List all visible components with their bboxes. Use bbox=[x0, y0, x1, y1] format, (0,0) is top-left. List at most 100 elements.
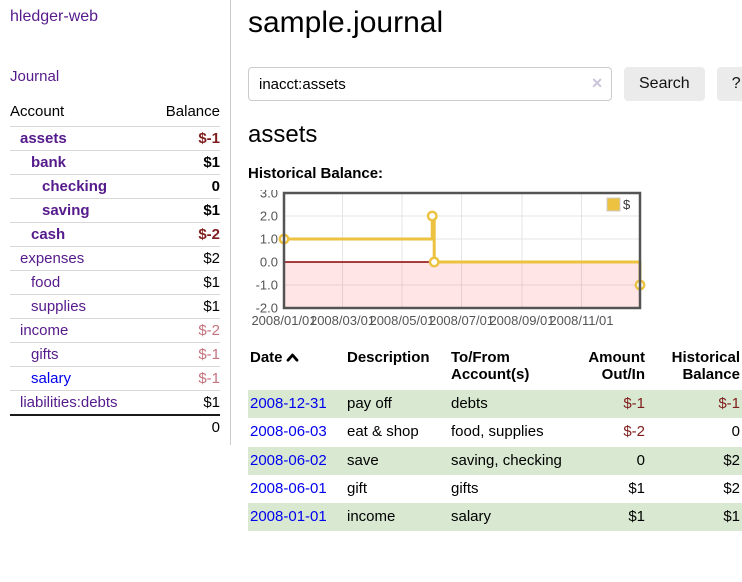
account-row: salary $-1 bbox=[10, 366, 220, 391]
transaction-date-link[interactable]: 2008-06-03 bbox=[250, 423, 327, 441]
chart-title: Historical Balance: bbox=[248, 165, 384, 182]
account-row: food $1 bbox=[10, 270, 220, 295]
account-balance: $1 bbox=[149, 390, 220, 415]
sidebar-account-link[interactable]: supplies bbox=[31, 298, 87, 315]
account-row: assets $-1 bbox=[10, 126, 220, 151]
page-title: sample.journal bbox=[248, 6, 444, 39]
chart-point-marker bbox=[426, 210, 438, 222]
transaction-description: gift bbox=[347, 479, 368, 497]
account-balance: $-1 bbox=[149, 126, 220, 151]
chart-point-marker bbox=[428, 256, 440, 268]
transaction-amount: $1 bbox=[628, 508, 645, 525]
sidebar-account-link[interactable]: saving bbox=[42, 202, 90, 219]
account-row: saving $1 bbox=[10, 198, 220, 223]
account-row: liabilities:debts $1 bbox=[10, 390, 220, 415]
historical-balance-chart: 3.0 2.0 1.0 0.0 -1.0 -2.02008/01/012008/03/01… bbox=[251, 186, 646, 328]
transaction-accounts: salary bbox=[451, 508, 492, 525]
transaction-balance: $-1 bbox=[718, 395, 740, 412]
account-balance: $-2 bbox=[149, 318, 220, 343]
transaction-balance: 0 bbox=[731, 423, 740, 441]
register-row: 2008-06-03 eat & shop food, supplies $-2 0 bbox=[248, 418, 742, 446]
transaction-balance: $2 bbox=[723, 479, 740, 497]
register-table-body: 2008-12-31 pay off debts $-1 $-1 2008-06-03 ea… bbox=[248, 390, 742, 532]
transaction-accounts: gifts bbox=[451, 479, 479, 497]
transaction-description: income bbox=[347, 508, 396, 525]
chart-x-tick-label: 2008/05/01 bbox=[369, 313, 434, 328]
chart-y-tick-label: -1.0 bbox=[256, 278, 278, 293]
chart-y-tick-label: 2.0 bbox=[260, 209, 278, 224]
chart-y-tick-label: 1.0 bbox=[260, 232, 278, 247]
account-balance: $1 bbox=[149, 270, 220, 295]
sidebar-account-link[interactable]: expenses bbox=[20, 250, 85, 267]
account-balance: $-2 bbox=[149, 222, 220, 247]
account-balance: $2 bbox=[149, 246, 220, 271]
transaction-amount: 0 bbox=[636, 451, 645, 469]
sidebar: hledger-web Journal Account Balance asse… bbox=[0, 0, 231, 445]
sidebar-account-link[interactable]: income bbox=[20, 322, 69, 339]
help-button[interactable]: ? bbox=[716, 67, 742, 101]
transaction-balance: $2 bbox=[723, 451, 740, 469]
transaction-balance: $1 bbox=[723, 508, 740, 525]
chart-legend-label: $ bbox=[623, 197, 631, 212]
account-balance: $1 bbox=[149, 150, 220, 175]
register-header-description: Description bbox=[347, 349, 430, 366]
chart-negative-region bbox=[284, 262, 640, 308]
chart-border bbox=[282, 191, 642, 310]
register-row: 2008-06-02 save saving, checking 0 $2 bbox=[248, 446, 742, 475]
sidebar-account-link[interactable]: checking bbox=[42, 178, 108, 195]
account-balance: 0 bbox=[149, 174, 220, 199]
register-header-accounts: To/From Account(s) bbox=[451, 349, 530, 383]
register-header-amount: Amount Out/In bbox=[588, 349, 645, 383]
accounts-table: Account Balance assets $-1 bank $1 checking 0… bbox=[10, 100, 220, 439]
transaction-accounts: food, supplies bbox=[451, 423, 544, 441]
account-row: gifts $-1 bbox=[10, 342, 220, 367]
sort-ascending-icon bbox=[286, 353, 298, 362]
sidebar-account-link[interactable]: gifts bbox=[31, 346, 59, 363]
transaction-description: save bbox=[347, 451, 379, 469]
account-row: cash $-2 bbox=[10, 222, 220, 247]
chart-x-tick-label: 2008/01/01 bbox=[251, 313, 316, 328]
chart-y-tick-label: -2.0 bbox=[256, 301, 278, 316]
sidebar-account-link[interactable]: liabilities:debts bbox=[20, 394, 118, 411]
search-button[interactable]: Search bbox=[624, 67, 705, 101]
account-row: bank $1 bbox=[10, 150, 220, 175]
transaction-date-link[interactable]: 2008-12-31 bbox=[250, 395, 327, 412]
account-column-header: Account bbox=[10, 103, 65, 120]
account-balance: $-1 bbox=[149, 342, 220, 367]
transaction-date-link[interactable]: 2008-06-02 bbox=[250, 451, 327, 469]
search-form: ✕ Search ? bbox=[248, 67, 742, 101]
account-heading: assets bbox=[248, 121, 318, 148]
account-balance: $1 bbox=[149, 294, 220, 319]
chart-y-tick-label: 3.0 bbox=[260, 190, 278, 201]
sidebar-account-link[interactable]: assets bbox=[20, 130, 67, 147]
sidebar-account-link[interactable]: salary bbox=[31, 370, 72, 387]
sidebar-account-link[interactable]: cash bbox=[31, 226, 66, 243]
account-row: supplies $1 bbox=[10, 294, 220, 319]
transaction-description: pay off bbox=[347, 395, 392, 412]
search-input[interactable] bbox=[248, 67, 612, 101]
accounts-total-row: 0 bbox=[10, 414, 220, 439]
transaction-description: eat & shop bbox=[347, 423, 419, 441]
balance-column-header: Balance bbox=[165, 103, 220, 120]
register-header-date[interactable]: Date bbox=[248, 347, 345, 390]
accounts-table-body: assets $-1 bank $1 checking 0 saving $1 cash $-2 e… bbox=[10, 126, 220, 415]
register-row: 2008-06-01 gift gifts $1 $2 bbox=[248, 475, 742, 503]
register-row: 2008-12-31 pay off debts $-1 $-1 bbox=[248, 390, 742, 419]
transaction-date-link[interactable]: 2008-01-01 bbox=[250, 508, 327, 525]
account-row: income $-2 bbox=[10, 318, 220, 343]
account-row: checking 0 bbox=[10, 174, 220, 199]
account-balance: $1 bbox=[149, 198, 220, 223]
transaction-amount: $1 bbox=[628, 479, 645, 497]
transaction-amount: $-2 bbox=[623, 423, 645, 441]
transaction-amount: $-1 bbox=[623, 395, 645, 412]
clear-search-icon[interactable]: ✕ bbox=[591, 75, 603, 91]
sidebar-account-link[interactable]: bank bbox=[31, 154, 67, 171]
chart-x-tick-label: 2008/03/01 bbox=[310, 313, 375, 328]
account-balance: $-1 bbox=[149, 366, 220, 391]
account-row: expenses $2 bbox=[10, 246, 220, 271]
main-content: sample.journal ✕ Search ? assets Histori… bbox=[248, 0, 742, 532]
sidebar-account-link[interactable]: food bbox=[31, 274, 61, 291]
sidebar-item-journal[interactable]: Journal bbox=[10, 68, 60, 85]
transaction-date-link[interactable]: 2008-06-01 bbox=[250, 479, 327, 497]
app-brand-link[interactable]: hledger-web bbox=[10, 8, 99, 25]
